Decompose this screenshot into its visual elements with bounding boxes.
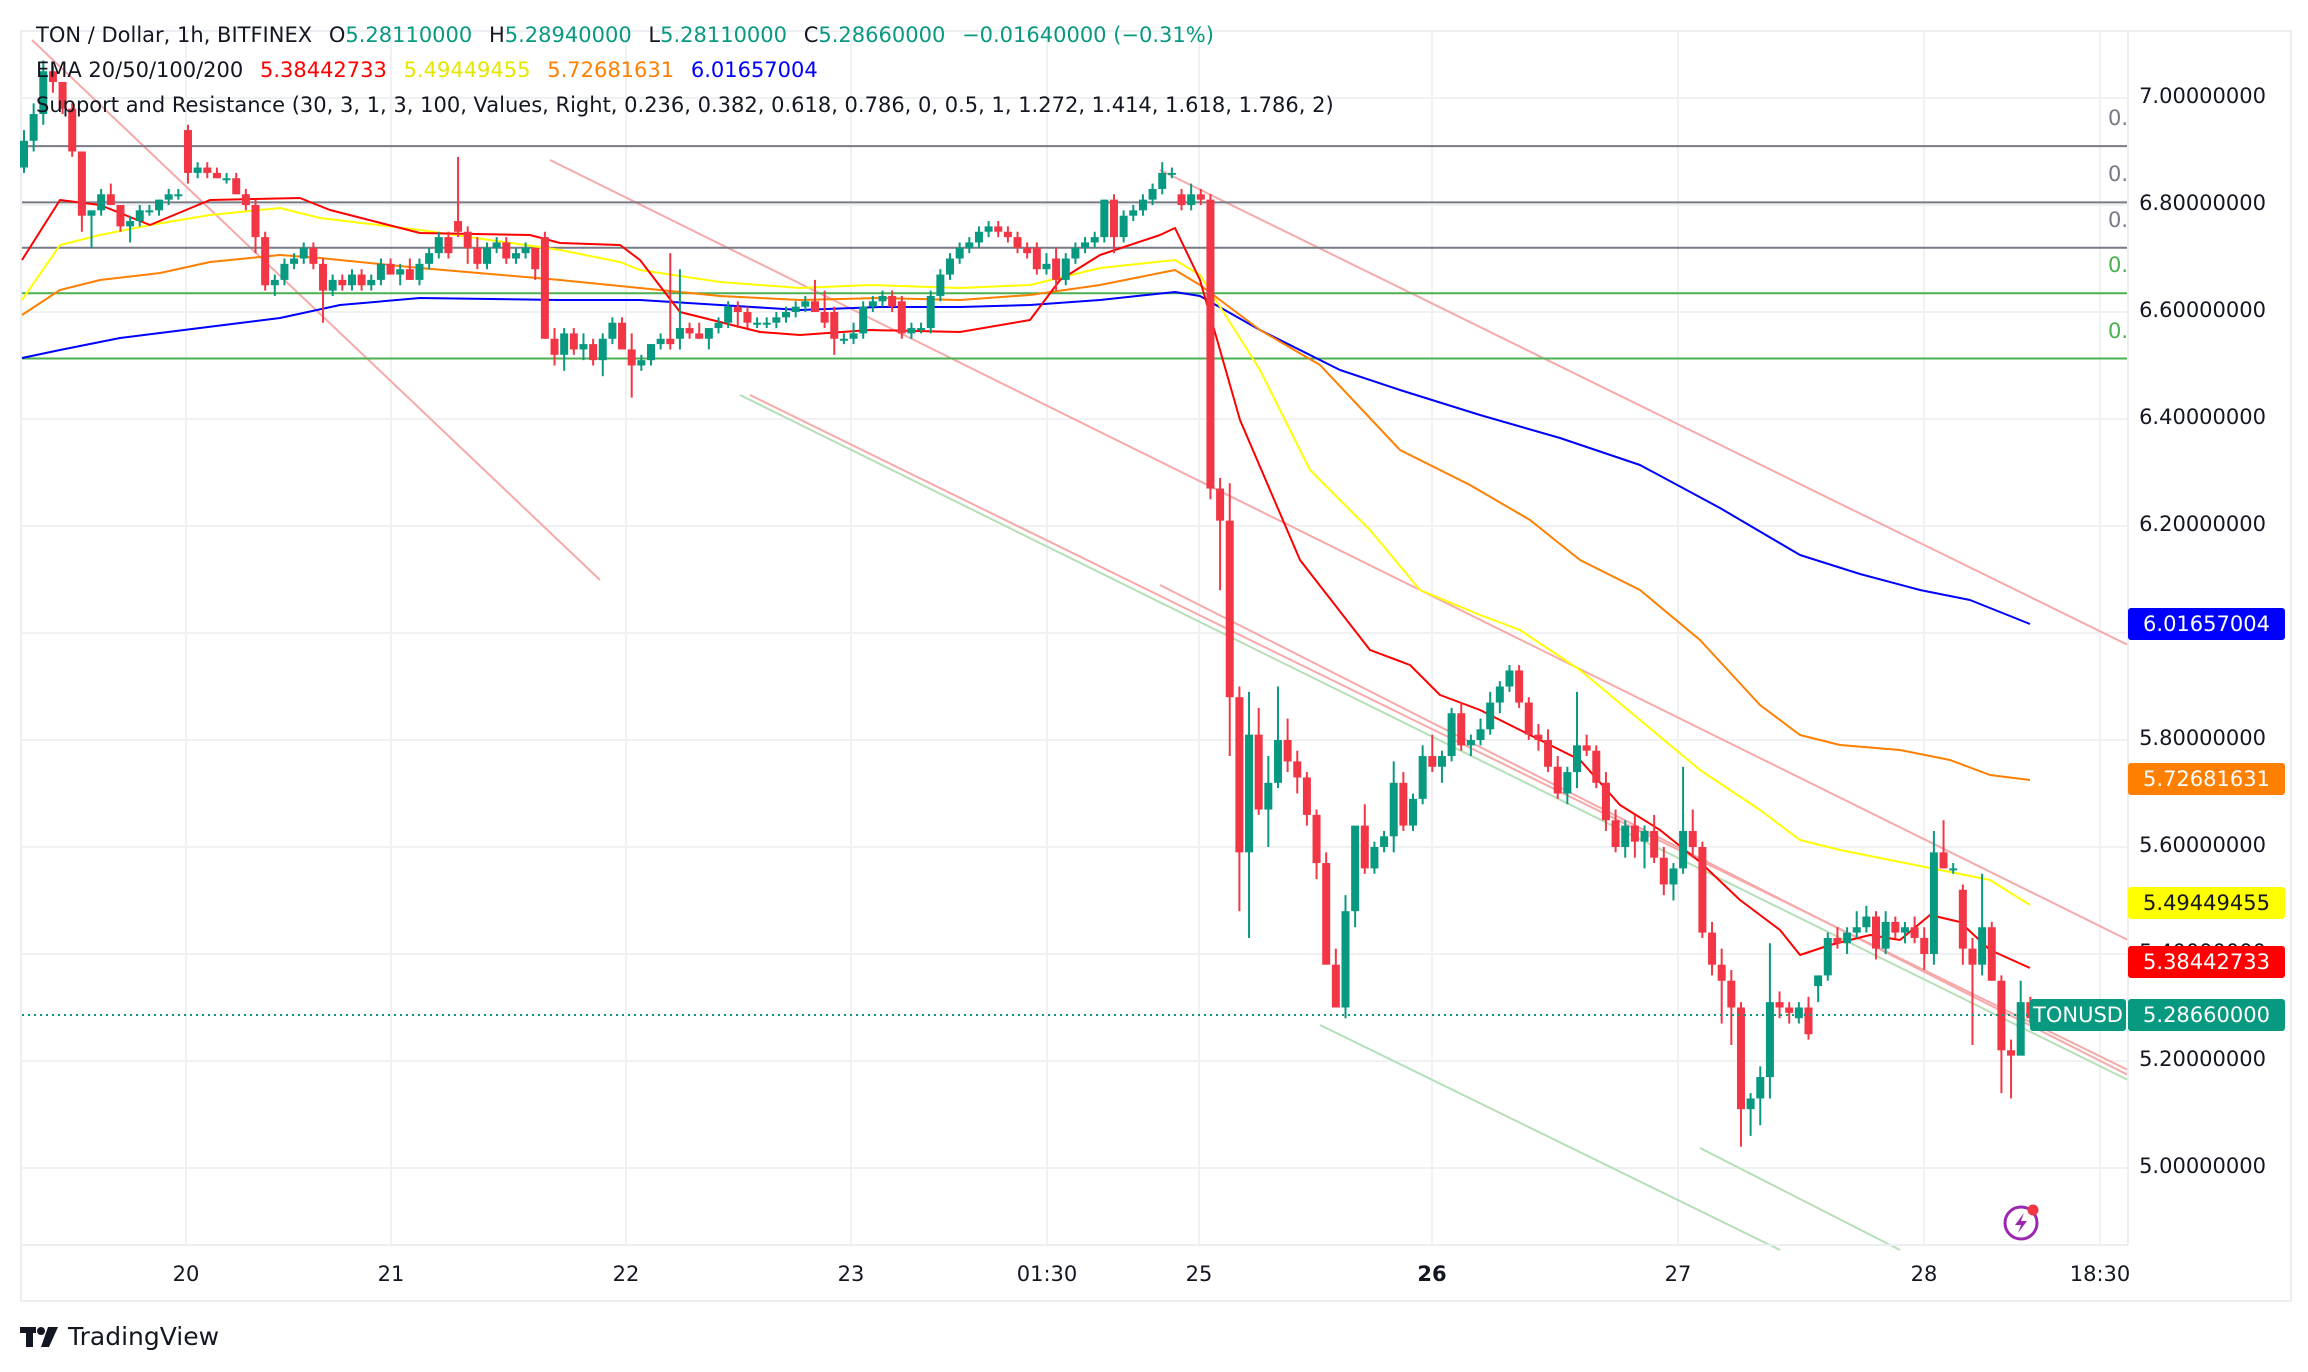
ema100-value: 5.72681631 <box>547 58 675 82</box>
sr-level-label: 0.618 <box>2108 253 2128 278</box>
sr-level-label: 0.382 <box>2108 162 2128 187</box>
time-tick-label: 20 <box>172 1262 200 1286</box>
ema200-value: 6.01657004 <box>690 58 818 82</box>
flash-alert-icon[interactable] <box>2002 1202 2042 1242</box>
price-change: −0.01640000 (−0.31%) <box>962 23 1214 47</box>
ema-legend[interactable]: EMA 20/50/100/200 5.38442733 5.49449455 … <box>36 57 828 83</box>
time-tick-label: 01:30 <box>1016 1262 1078 1286</box>
price-tick-label: 5.60000000 <box>2139 833 2266 857</box>
tradingview-logo[interactable]: TradingView <box>20 1322 219 1351</box>
chart-frame <box>20 30 2292 1302</box>
ema50-price-tag: 5.49449455 <box>2128 887 2285 919</box>
time-tick-label: 18:30 <box>2069 1262 2131 1286</box>
ema-title: EMA 20/50/100/200 <box>36 58 244 82</box>
price-tick-label: 7.00000000 <box>2139 84 2266 108</box>
ema20-price-tag: 5.38442733 <box>2128 946 2285 978</box>
sr-level-label: 0.236 <box>2108 106 2128 131</box>
ema20-value: 5.38442733 <box>259 58 387 82</box>
sr-title: Support and Resistance (30, 3, 1, 3, 100… <box>36 93 1334 117</box>
time-tick-label: 27 <box>1664 1262 1692 1286</box>
sr-legend[interactable]: Support and Resistance (30, 3, 1, 3, 100… <box>36 92 1344 118</box>
price-tick-label: 6.60000000 <box>2139 298 2266 322</box>
price-tick-label: 6.20000000 <box>2139 512 2266 536</box>
sr-level-label: 0.5 <box>2108 207 2128 232</box>
price-tick-label: 5.00000000 <box>2139 1154 2266 1178</box>
time-tick-label: 23 <box>837 1262 865 1286</box>
time-tick-label: 28 <box>1910 1262 1938 1286</box>
ema50-value: 5.49449455 <box>403 58 531 82</box>
ohlc-low: L5.28110000 <box>648 23 788 47</box>
price-tick-label: 5.80000000 <box>2139 726 2266 750</box>
symbol-title: TON / Dollar, 1h, BITFINEX <box>36 23 313 47</box>
time-tick-label: 25 <box>1185 1262 1213 1286</box>
price-tick-label: 5.20000000 <box>2139 1047 2266 1071</box>
ohlc-high: H5.28940000 <box>488 23 632 47</box>
chart-grid <box>22 32 2128 1245</box>
time-tick-label: 21 <box>377 1262 405 1286</box>
price-tick-label: 6.80000000 <box>2139 191 2266 215</box>
ema100-price-tag: 5.72681631 <box>2128 763 2285 795</box>
ohlc-open: O5.28110000 <box>328 23 473 47</box>
sr-level-label: 0.786 <box>2108 318 2128 343</box>
symbol-legend[interactable]: TON / Dollar, 1h, BITFINEX O5.28110000 H… <box>36 22 1224 48</box>
last-price-tag: 5.28660000 <box>2128 999 2285 1031</box>
candlesticks <box>20 60 2044 1147</box>
tradingview-logo-text: TradingView <box>68 1322 220 1351</box>
price-tick-label: 6.40000000 <box>2139 405 2266 429</box>
ticker-tag: TONUSD <box>2030 999 2126 1031</box>
ema200-price-tag: 6.01657004 <box>2128 608 2285 640</box>
ohlc-close: C5.28660000 <box>803 23 946 47</box>
time-tick-label: 22 <box>612 1262 640 1286</box>
time-tick-label: 26 <box>1417 1262 1447 1286</box>
tradingview-logo-icon <box>20 1326 58 1347</box>
